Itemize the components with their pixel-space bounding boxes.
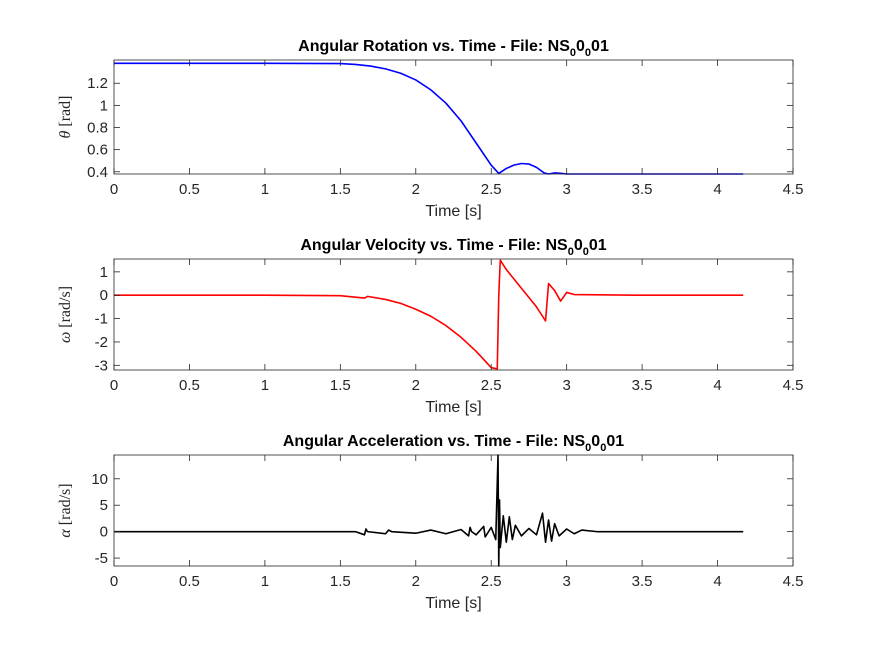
velocity-title-main: Angular Velocity vs. Time - File: NS bbox=[300, 237, 568, 254]
acceleration-ytick-label: 0 bbox=[100, 524, 108, 541]
rotation-ytick-label: 0.4 bbox=[87, 164, 108, 181]
rotation-axes: 0 0.5 1 1.5 2 2.5 3 3.5 4 4.5 0.4 0.6 0.8 1 1.2 Time [s… bbox=[57, 38, 803, 220]
acceleration-axes-box bbox=[113, 454, 794, 567]
velocity-y-axis-label: ω [rad/s] bbox=[57, 286, 74, 343]
velocity-ytick-label: -3 bbox=[95, 357, 108, 374]
acceleration-ytick-label: 5 bbox=[100, 497, 108, 514]
acceleration-xtick-label: 2.5 bbox=[481, 573, 502, 590]
rotation-y-axis-symbol: θ bbox=[57, 130, 74, 138]
acceleration-xtick-label: 1 bbox=[261, 573, 269, 590]
rotation-series-theta bbox=[114, 62, 744, 175]
acceleration-xtick-label: 4 bbox=[713, 573, 721, 590]
velocity-xtick-label: 0.5 bbox=[179, 377, 200, 394]
acceleration-plot-area bbox=[114, 455, 793, 566]
rotation-y-axis-unit: [rad] bbox=[57, 96, 74, 127]
velocity-title-subscript-2: 0 bbox=[583, 246, 589, 258]
rotation-x-axis-label: Time [s] bbox=[425, 203, 481, 220]
acceleration-y-axis-unit: [rad/s] bbox=[57, 483, 74, 525]
acceleration-ytick-label: -5 bbox=[95, 550, 108, 567]
rotation-xtick-label: 2 bbox=[412, 181, 420, 198]
rotation-axes-box bbox=[113, 59, 794, 175]
velocity-y-axis-unit: [rad/s] bbox=[57, 286, 74, 328]
acceleration-y-axis-symbol: α bbox=[57, 529, 74, 538]
acceleration-xtick-label: 3 bbox=[562, 573, 570, 590]
velocity-title-mid: 0 bbox=[574, 237, 583, 254]
velocity-xtick-label: 2 bbox=[412, 377, 420, 394]
rotation-xtick-label: 4.5 bbox=[783, 181, 804, 198]
acceleration-xtick-label: 2 bbox=[412, 573, 420, 590]
velocity-axes-box bbox=[113, 258, 794, 371]
rotation-xtick-label: 0 bbox=[110, 181, 118, 198]
velocity-xtick-label: 1.5 bbox=[330, 377, 351, 394]
rotation-y-axis-label: θ [rad] bbox=[57, 96, 74, 139]
velocity-xtick-label: 3 bbox=[562, 377, 570, 394]
rotation-ytick-label: 1.2 bbox=[87, 75, 108, 92]
velocity-xtick-label: 0 bbox=[110, 377, 118, 394]
acceleration-xtick-label: 3.5 bbox=[632, 573, 653, 590]
acceleration-x-axis-label: Time [s] bbox=[425, 595, 481, 612]
velocity-series-omega bbox=[114, 259, 744, 370]
acceleration-title-subscript-1: 0 bbox=[585, 442, 591, 454]
acceleration-title-mid: 0 bbox=[591, 433, 600, 450]
velocity-y-axis-symbol: ω bbox=[57, 332, 74, 343]
rotation-title-mid: 0 bbox=[576, 38, 585, 55]
rotation-ytick-label: 1 bbox=[100, 97, 108, 114]
velocity-xtick-label: 1 bbox=[261, 377, 269, 394]
acceleration-title-subscript-2: 0 bbox=[600, 442, 606, 454]
velocity-xtick-label: 4 bbox=[713, 377, 721, 394]
acceleration-xtick-label: 1.5 bbox=[330, 573, 351, 590]
acceleration-y-axis-label: α [rad/s] bbox=[57, 483, 74, 537]
acceleration-ytick-label: 10 bbox=[91, 471, 108, 488]
rotation-plot-area bbox=[114, 60, 793, 174]
rotation-xtick-label: 0.5 bbox=[179, 181, 200, 198]
rotation-xtick-label: 3 bbox=[562, 181, 570, 198]
rotation-title-main: Angular Rotation vs. Time - File: NS bbox=[298, 38, 570, 55]
velocity-chart-title: Angular Velocity vs. Time - File: NS0000… bbox=[300, 237, 606, 258]
velocity-title-end: 01 bbox=[589, 237, 607, 254]
rotation-xtick-label: 3.5 bbox=[632, 181, 653, 198]
rotation-title-end: 01 bbox=[591, 38, 609, 55]
rotation-title-subscript-1: 0 bbox=[570, 47, 576, 59]
velocity-ytick-label: 0 bbox=[100, 287, 108, 304]
velocity-ytick-label: 1 bbox=[100, 264, 108, 281]
velocity-plot-area bbox=[114, 259, 793, 370]
acceleration-title-main: Angular Acceleration vs. Time - File: NS bbox=[283, 433, 586, 450]
velocity-xtick-label: 4.5 bbox=[783, 377, 804, 394]
acceleration-series-alpha bbox=[114, 454, 744, 567]
rotation-chart-title: Angular Rotation vs. Time - File: NS0000… bbox=[298, 38, 609, 59]
acceleration-xtick-label: 0.5 bbox=[179, 573, 200, 590]
rotation-title-subscript-2: 0 bbox=[585, 47, 591, 59]
rotation-xtick-label: 4 bbox=[713, 181, 721, 198]
velocity-title-subscript-1: 0 bbox=[568, 246, 574, 258]
rotation-xtick-label: 2.5 bbox=[481, 181, 502, 198]
acceleration-title-end: 01 bbox=[606, 433, 624, 450]
velocity-ytick-label: -2 bbox=[95, 334, 108, 351]
velocity-ytick-label: -1 bbox=[95, 311, 108, 328]
acceleration-xtick-label: 4.5 bbox=[783, 573, 804, 590]
velocity-xtick-label: 3.5 bbox=[632, 377, 653, 394]
acceleration-chart-title: Angular Acceleration vs. Time - File: NS… bbox=[283, 433, 624, 454]
acceleration-xtick-label: 0 bbox=[110, 573, 118, 590]
rotation-xtick-label: 1 bbox=[261, 181, 269, 198]
rotation-ytick-label: 0.6 bbox=[87, 142, 108, 159]
velocity-x-axis-label: Time [s] bbox=[425, 399, 481, 416]
velocity-xtick-label: 2.5 bbox=[481, 377, 502, 394]
rotation-xtick-label: 1.5 bbox=[330, 181, 351, 198]
rotation-ytick-label: 0.8 bbox=[87, 120, 108, 137]
